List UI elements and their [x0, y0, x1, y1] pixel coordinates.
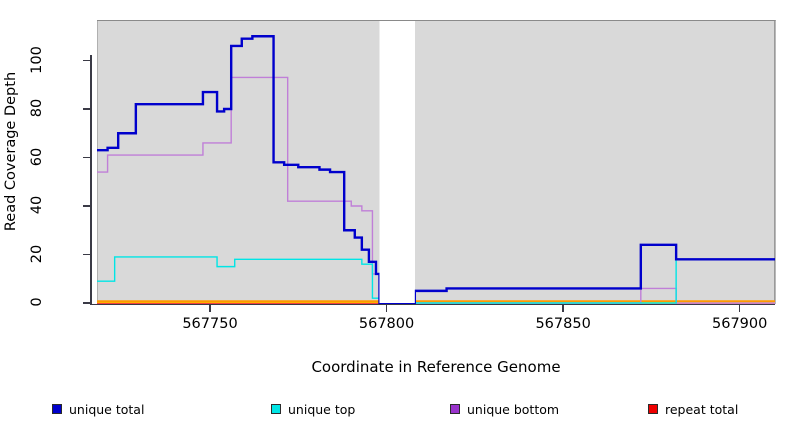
- y-tick-mark: [83, 205, 90, 207]
- legend-label: unique top: [288, 401, 356, 417]
- y-tick-mark: [83, 302, 90, 304]
- x-tick-label: 567850: [535, 316, 591, 332]
- x-tick-mark: [209, 304, 211, 312]
- legend-label: unique total: [69, 401, 145, 417]
- legend-label: unique bottom: [467, 401, 560, 417]
- legend-label: repeat total: [665, 401, 739, 417]
- legend-item-unique-bottom[interactable]: unique bottom: [450, 398, 559, 420]
- no-data-gap-band: [379, 21, 415, 303]
- x-tick-mark: [385, 304, 388, 312]
- plot-area-background: [97, 20, 775, 303]
- x-tick-mark: [738, 304, 741, 312]
- y-tick-mark: [83, 156, 90, 159]
- legend-item-repeat-total[interactable]: repeat total: [648, 398, 738, 420]
- legend-item-unique-top[interactable]: unique top: [271, 398, 355, 420]
- legend-swatch-icon: [52, 404, 62, 414]
- y-axis-title: Read Coverage Depth: [3, 71, 19, 232]
- legend-swatch-icon: [450, 404, 460, 414]
- legend-swatch-icon: [648, 404, 658, 414]
- x-tick-label: 567750: [182, 316, 238, 332]
- y-tick-mark: [83, 253, 90, 256]
- y-tick-mark: [83, 108, 90, 110]
- x-tick-label: 567800: [358, 316, 415, 332]
- x-axis-title: Coordinate in Reference Genome: [311, 358, 561, 376]
- x-axis-line: [90, 303, 775, 306]
- legend: unique total unique top unique bottom repea…: [0, 398, 792, 420]
- y-tick-mark: [83, 59, 90, 62]
- y-tick-label: 100: [29, 45, 45, 74]
- legend-item-unique-total[interactable]: unique total: [52, 398, 144, 420]
- y-axis-line: [90, 55, 92, 305]
- x-tick-mark: [562, 304, 564, 312]
- x-tick-label: 567900: [712, 316, 768, 332]
- legend-swatch-icon: [271, 404, 281, 414]
